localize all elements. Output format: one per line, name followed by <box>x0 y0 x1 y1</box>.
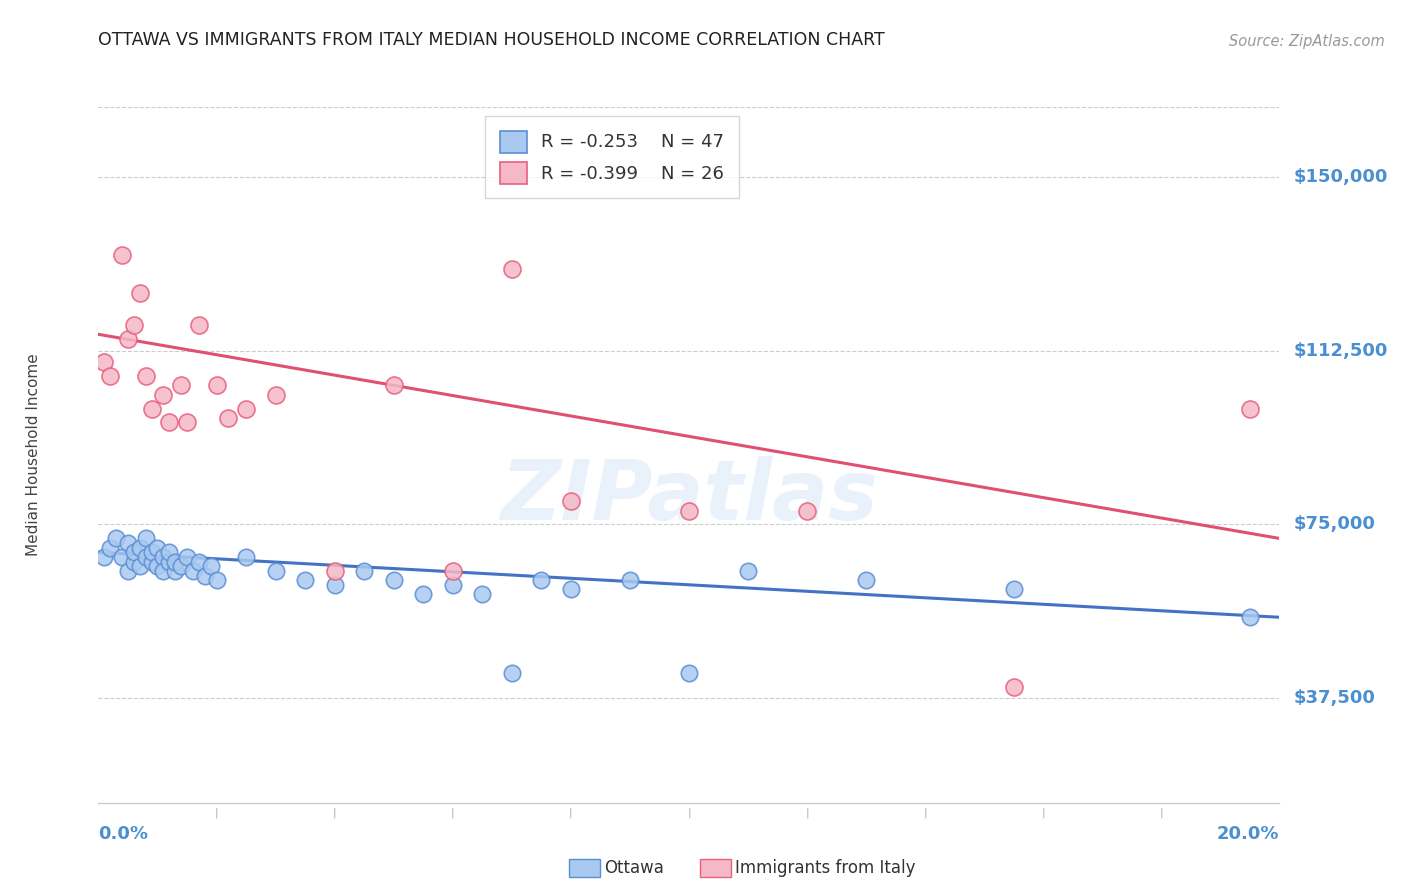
Point <box>294 573 316 587</box>
Point <box>165 555 187 569</box>
Point <box>152 549 174 564</box>
Point <box>141 555 163 569</box>
Point <box>678 665 700 680</box>
Point <box>128 541 150 555</box>
Point <box>441 564 464 578</box>
Point <box>205 378 228 392</box>
Point <box>111 248 134 262</box>
Point <box>323 578 346 592</box>
Point <box>98 541 121 555</box>
Point <box>141 545 163 559</box>
Point <box>128 559 150 574</box>
Point <box>165 564 187 578</box>
Point <box>146 541 169 555</box>
Point <box>323 564 346 578</box>
Point <box>111 549 134 564</box>
Text: Ottawa: Ottawa <box>605 859 665 877</box>
Point <box>170 378 193 392</box>
Point <box>122 318 145 332</box>
Text: Immigrants from Italy: Immigrants from Italy <box>735 859 915 877</box>
Text: OTTAWA VS IMMIGRANTS FROM ITALY MEDIAN HOUSEHOLD INCOME CORRELATION CHART: OTTAWA VS IMMIGRANTS FROM ITALY MEDIAN H… <box>98 31 886 49</box>
Point <box>128 285 150 300</box>
Point <box>176 416 198 430</box>
Point <box>105 532 128 546</box>
Point <box>141 401 163 416</box>
Text: |: | <box>215 807 218 818</box>
Point <box>93 549 115 564</box>
Point <box>382 378 405 392</box>
Point <box>796 503 818 517</box>
Text: $37,500: $37,500 <box>1294 690 1375 707</box>
Point <box>530 573 553 587</box>
Point <box>471 587 494 601</box>
Point <box>205 573 228 587</box>
Point <box>152 387 174 401</box>
Point <box>1002 680 1025 694</box>
Text: $75,000: $75,000 <box>1294 516 1375 533</box>
Point <box>146 559 169 574</box>
Text: |: | <box>1042 807 1045 818</box>
Point <box>501 665 523 680</box>
Point <box>737 564 759 578</box>
Point <box>117 332 139 346</box>
Point <box>200 559 222 574</box>
Text: $150,000: $150,000 <box>1294 168 1388 186</box>
Point <box>176 549 198 564</box>
Point <box>93 355 115 369</box>
Point <box>187 318 209 332</box>
Point <box>157 555 180 569</box>
Point <box>117 536 139 550</box>
Point <box>560 494 582 508</box>
Point <box>1002 582 1025 597</box>
Text: |: | <box>451 807 454 818</box>
Point <box>501 262 523 277</box>
Point <box>98 369 121 384</box>
Point <box>117 564 139 578</box>
Point <box>235 549 257 564</box>
Point <box>187 555 209 569</box>
Text: |: | <box>688 807 690 818</box>
Text: Source: ZipAtlas.com: Source: ZipAtlas.com <box>1229 34 1385 49</box>
Text: |: | <box>806 807 808 818</box>
Point <box>157 545 180 559</box>
Text: |: | <box>1160 807 1163 818</box>
Text: |: | <box>924 807 927 818</box>
Text: |: | <box>333 807 336 818</box>
Text: 20.0%: 20.0% <box>1218 825 1279 843</box>
Point <box>217 410 239 425</box>
Point <box>1239 401 1261 416</box>
Text: |: | <box>569 807 572 818</box>
Point <box>181 564 204 578</box>
Point <box>412 587 434 601</box>
Point <box>382 573 405 587</box>
Point <box>135 549 157 564</box>
Point <box>170 559 193 574</box>
Point <box>619 573 641 587</box>
Point <box>264 387 287 401</box>
Point <box>235 401 257 416</box>
Point <box>122 555 145 569</box>
Point <box>1239 610 1261 624</box>
Point <box>855 573 877 587</box>
Point <box>157 416 180 430</box>
Text: $112,500: $112,500 <box>1294 342 1388 359</box>
Legend: R = -0.253    N = 47, R = -0.399    N = 26: R = -0.253 N = 47, R = -0.399 N = 26 <box>485 116 738 198</box>
Point <box>135 532 157 546</box>
Point <box>135 369 157 384</box>
Point <box>152 564 174 578</box>
Point <box>560 582 582 597</box>
Text: Median Household Income: Median Household Income <box>25 353 41 557</box>
Point <box>194 568 217 582</box>
Point <box>353 564 375 578</box>
Text: ZIPatlas: ZIPatlas <box>501 456 877 537</box>
Point <box>264 564 287 578</box>
Text: 0.0%: 0.0% <box>98 825 149 843</box>
Point <box>678 503 700 517</box>
Point <box>441 578 464 592</box>
Point <box>122 545 145 559</box>
